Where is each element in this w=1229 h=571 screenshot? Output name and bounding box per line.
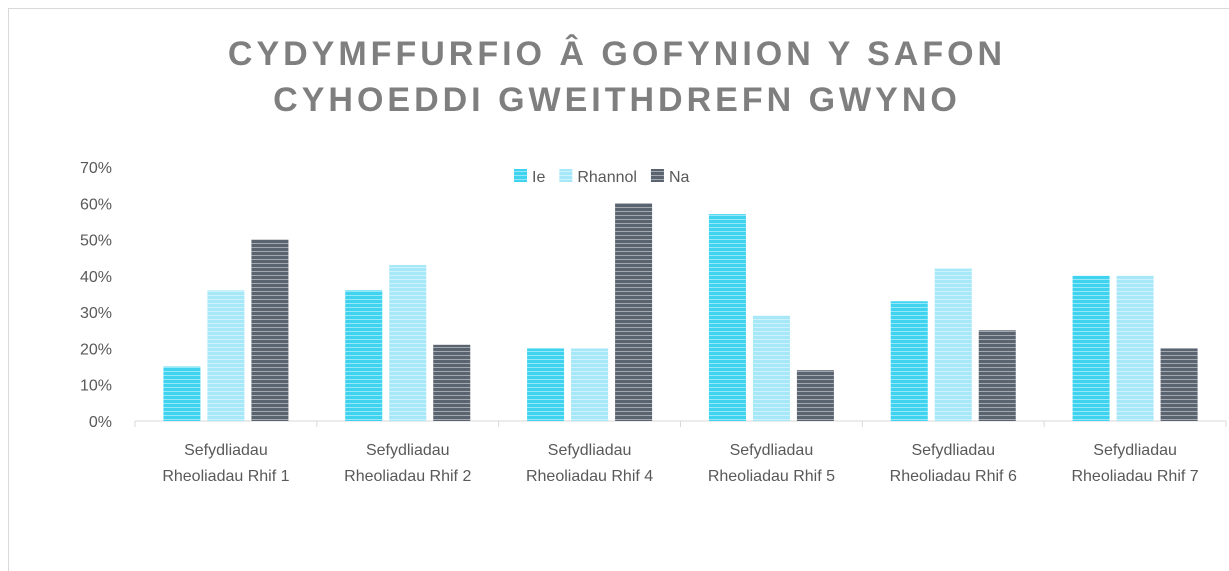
- x-tick-label: Sefydliadau Rheoliadau Rhif 1: [162, 442, 289, 485]
- y-tick-label: 40%: [80, 269, 112, 286]
- legend-swatch-texture: [650, 169, 664, 182]
- bar-texture: [615, 203, 653, 421]
- bar-texture: [934, 268, 972, 421]
- bar-texture: [796, 370, 834, 421]
- legend-swatch-texture: [559, 169, 573, 182]
- bar-texture: [1116, 275, 1154, 421]
- bar-texture: [890, 301, 928, 421]
- bar-texture: [527, 348, 565, 421]
- y-tick-label: 70%: [80, 160, 112, 177]
- y-tick-label: 30%: [80, 305, 112, 322]
- chart-title: CYDYMFFURFIO Â GOFYNION Y SAFON CYHOEDDI …: [228, 35, 1006, 119]
- x-tick-label: Sefydliadau Rheoliadau Rhif 4: [526, 442, 653, 485]
- y-tick-label: 60%: [80, 196, 112, 213]
- legend-swatch-texture: [514, 169, 527, 182]
- x-tick-label: Sefydliadau Rheoliadau Rhif 2: [344, 442, 471, 485]
- bar-texture: [433, 344, 471, 421]
- x-tick-label: Sefydliadau Rheoliadau Rhif 6: [890, 442, 1017, 485]
- bar-texture: [978, 330, 1016, 421]
- bar-texture: [163, 366, 201, 421]
- bar-texture: [251, 239, 289, 421]
- bar-texture: [752, 315, 790, 421]
- legend-label: Na: [669, 169, 690, 186]
- y-tick-label: 0%: [89, 414, 112, 431]
- x-tick-label: Sefydliadau Rheoliadau Rhif 5: [708, 442, 835, 485]
- bar-texture: [389, 264, 427, 421]
- bar-texture: [571, 348, 609, 421]
- bar-texture: [1160, 348, 1198, 421]
- bar-texture: [1072, 275, 1110, 421]
- y-tick-label: 50%: [80, 233, 112, 250]
- bar-texture: [345, 290, 383, 421]
- legend-label: Ie: [532, 169, 545, 186]
- bar-texture: [207, 290, 245, 421]
- bar-texture: [708, 214, 746, 421]
- y-tick-label: 20%: [80, 341, 112, 358]
- legend-label: Rhannol: [577, 169, 637, 186]
- x-tick-label: Sefydliadau Rheoliadau Rhif 7: [1071, 442, 1198, 485]
- y-tick-label: 10%: [80, 378, 112, 395]
- chart-frame: [8, 8, 1229, 571]
